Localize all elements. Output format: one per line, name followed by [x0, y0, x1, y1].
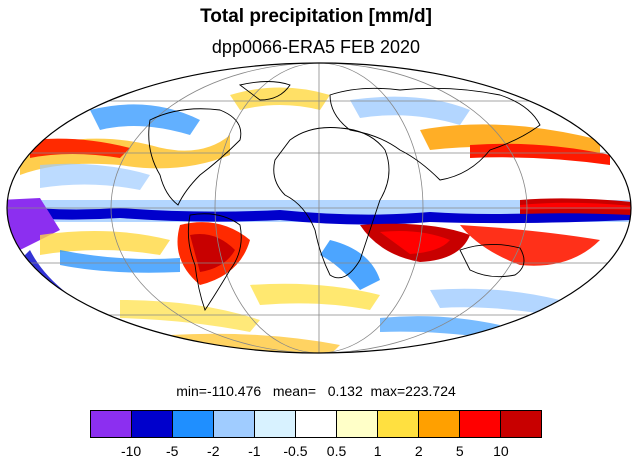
legend-tick-label: 2: [414, 443, 423, 459]
legend-swatch: [255, 411, 296, 437]
legend-swatch: [296, 411, 337, 437]
legend-tick-label: -1: [248, 443, 261, 459]
precipitation-field: [7, 63, 631, 353]
legend-swatch: [132, 411, 173, 437]
color-legend-bar: [90, 410, 542, 438]
legend-tick-label: -2: [207, 443, 220, 459]
legend-swatch: [460, 411, 501, 437]
map-subtitle: dpp0066-ERA5 FEB 2020: [211, 37, 421, 57]
min-value: -110.476: [206, 383, 262, 399]
mean-label: mean=: [272, 383, 317, 399]
legend-tick-label: 1: [373, 443, 382, 459]
max-value: 223.724: [405, 383, 456, 399]
legend-tick-label: -10: [120, 443, 142, 459]
mean-value: 0.132: [327, 383, 363, 399]
map-title: Total precipitation [mm/d]: [200, 6, 432, 27]
legend-tick-label: 10: [493, 443, 509, 459]
legend-tick-label: 5: [455, 443, 464, 459]
globe-outline: [6, 62, 632, 354]
color-legend-ticks: -10 -5 -2 -1 -0.5 0.5 1 2 5 10: [90, 443, 542, 461]
legend-tick-label: -0.5: [283, 443, 308, 459]
legend-swatch: [214, 411, 255, 437]
graticule: [7, 63, 631, 353]
legend-swatch: [91, 411, 132, 437]
legend-swatch: [419, 411, 460, 437]
legend-swatch: [337, 411, 378, 437]
legend-swatch: [501, 411, 541, 437]
legend-swatch: [173, 411, 214, 437]
statistics-line: min=-110.476 mean= 0.132 max=223.724: [0, 383, 632, 399]
legend-swatch: [378, 411, 419, 437]
coastlines: [148, 81, 541, 312]
max-label: max=: [370, 383, 406, 399]
legend-tick-label: -5: [165, 443, 179, 459]
legend-tick-label: 0.5: [326, 443, 347, 459]
min-label: min=: [176, 383, 207, 399]
